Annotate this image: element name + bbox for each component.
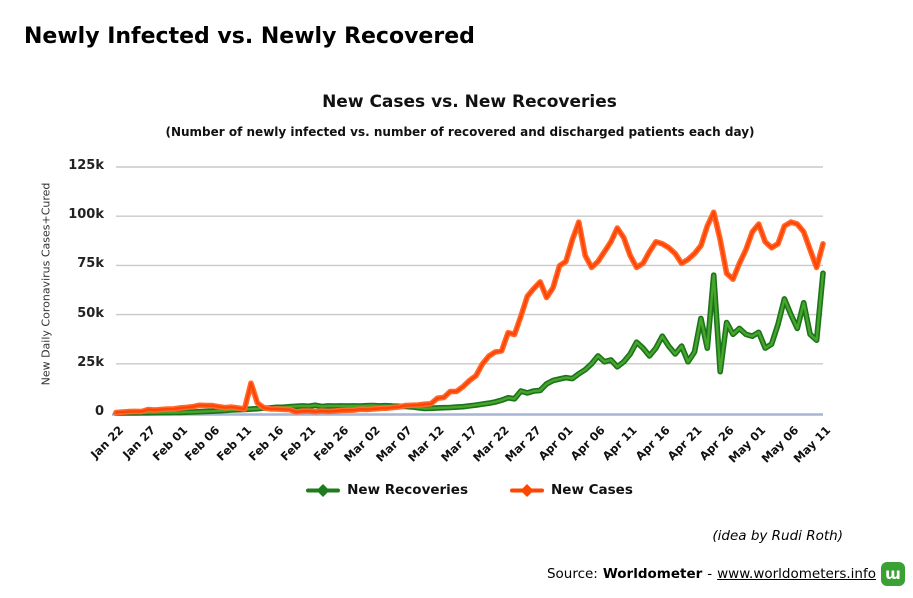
x-tick-label: Feb 01: [149, 423, 191, 464]
series-line-new-recoveries: [113, 270, 826, 416]
x-tick-label: Apr 01: [535, 423, 576, 464]
series-line-core-new-recoveries: [114, 272, 825, 415]
x-tick-label: Apr 06: [567, 423, 608, 464]
legend-label: New Recoveries: [347, 482, 468, 498]
x-tick-label: Feb 11: [213, 423, 255, 464]
x-tick-label: Apr 21: [664, 423, 705, 464]
x-tick-label: Jan 22: [87, 423, 126, 462]
series-line-new-cases: [113, 209, 826, 416]
x-tick-label: Feb 06: [181, 423, 223, 464]
legend-item-new-cases[interactable]: New Cases: [510, 482, 633, 498]
y-tick-label: 0: [94, 404, 104, 419]
legend-label: New Cases: [551, 482, 633, 498]
x-tick-label: Feb 16: [245, 423, 287, 464]
y-tick-label: 25k: [77, 354, 104, 370]
source-prefix-label: Source:: [546, 566, 598, 582]
source-name-label: Worldometer: [602, 566, 703, 582]
y-tick-label: 125k: [68, 158, 104, 173]
chart-title: New Cases vs. New Recoveries: [322, 92, 617, 112]
legend-item-new-recoveries[interactable]: New Recoveries: [306, 482, 468, 498]
legend-marker-icon: [306, 483, 341, 497]
x-tick-label: Apr 16: [632, 423, 673, 464]
y-tick-label: 50k: [77, 305, 104, 321]
chart-subtitle: (Number of newly infected vs. number of …: [165, 125, 755, 139]
source-line: Source: Worldometer - www.worldometers.i…: [547, 562, 905, 586]
y-tick-label: 75k: [77, 256, 104, 272]
source-separator: -: [707, 566, 713, 582]
y-tick-label: 100k: [68, 207, 104, 223]
x-tick-label: Apr 11: [599, 423, 641, 464]
page-title: Newly Infected vs. Newly Recovered: [24, 24, 475, 49]
source-link[interactable]: www.worldometers.info: [717, 566, 876, 582]
credit-text: (idea by Rudi Roth): [712, 528, 843, 544]
worldometer-logo-icon: ɯ: [881, 562, 905, 586]
legend-marker-icon: [510, 483, 544, 497]
series-line-core-new-cases: [114, 211, 825, 414]
chart-legend: New Recoveries New Cases: [116, 482, 823, 498]
x-tick-label: Feb 21: [278, 423, 319, 464]
